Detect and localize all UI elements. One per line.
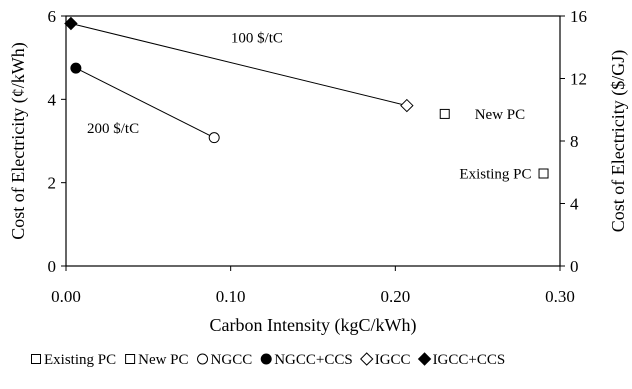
x-axis-title: Carbon Intensity (kgC/kWh) (210, 315, 417, 336)
y2-tick-label: 12 (570, 70, 587, 89)
price-line (75, 67, 215, 139)
legend-label-ngcc: NGCC (211, 352, 253, 368)
legend-label-ngcc-ccs: NGCC+CCS (274, 352, 353, 368)
legend-marker-ngcc-ccs (260, 353, 272, 365)
legend-label-new-pc: New PC (138, 352, 188, 368)
y2-tick-label: 8 (570, 132, 579, 151)
data-markers (64, 16, 549, 179)
legend-label-igcc: IGCC (375, 352, 411, 368)
y2-tick-label: 4 (570, 195, 579, 214)
y2-axis-title: Cost of Electricity ($/GJ) (608, 50, 629, 232)
legend-label-existing-pc: Existing PC (44, 352, 116, 368)
legend-marker-existing-pc (31, 354, 41, 364)
price-line-label: 200 $/tC (87, 121, 139, 137)
legend-marker-igcc (360, 352, 374, 366)
price-line-label: 100 $/tC (231, 31, 283, 47)
point-igcc-ccs (64, 16, 78, 31)
y2-tick-label: 16 (570, 7, 587, 26)
trend-lines (70, 23, 407, 139)
x-tick-label: 0.30 (545, 287, 575, 306)
point-label-existing-pc: Existing PC (459, 167, 531, 183)
point-label-new-pc: New PC (475, 107, 525, 123)
point-ngcc (208, 132, 220, 144)
legend-label-igcc-ccs: IGCC+CCS (433, 352, 506, 368)
y-axis-title: Cost of Electricity (¢/kWh) (8, 42, 29, 239)
y-tick-label: 2 (48, 174, 57, 193)
legend-marker-igcc-ccs (417, 352, 432, 366)
y2-tick-label: 0 (570, 257, 579, 276)
plot-frame (61, 15, 565, 271)
y-tick-label: 4 (48, 90, 57, 109)
point-igcc (400, 98, 414, 113)
point-ngcc-ccs (70, 62, 82, 74)
y-tick-label: 6 (48, 7, 57, 26)
point-existing-pc (538, 168, 549, 179)
legend-marker-ngcc (197, 353, 209, 365)
legend-marker-new-pc (125, 354, 136, 364)
x-tick-label: 0.20 (380, 287, 410, 306)
point-new-pc (439, 108, 450, 119)
chart-texts: 0 2 4 6 0 4 8 12 16 0.00 0.10 0.20 0.30 Carbon Intens… (8, 7, 629, 336)
price-line (70, 23, 407, 107)
y-tick-label: 0 (48, 257, 57, 276)
plot-area-border (65, 15, 561, 267)
x-tick-label: 0.00 (51, 287, 81, 306)
x-tick-label: 0.10 (216, 287, 246, 306)
legend: Existing PC New PC NGCC NGCC+CCS IGCC IGCC+CC… (31, 352, 506, 368)
